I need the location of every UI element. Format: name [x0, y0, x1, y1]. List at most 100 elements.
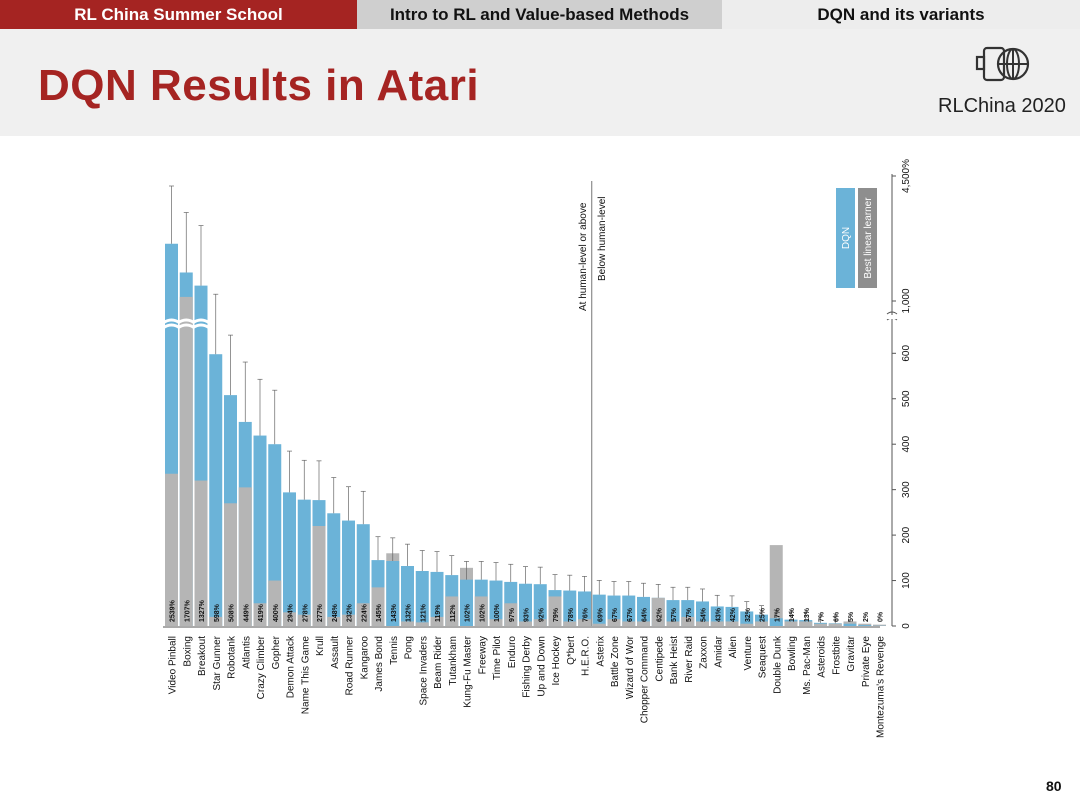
linear-bar [474, 596, 488, 626]
linear-bar [843, 621, 857, 626]
value-label: 232% [347, 603, 354, 622]
linear-bar [327, 616, 341, 626]
value-label: 2% [863, 611, 870, 622]
category-label: Ice Hockey [551, 636, 562, 685]
value-label: 112% [450, 604, 457, 622]
value-label: 78% [568, 607, 575, 622]
linear-bar [445, 596, 459, 626]
dqn-bar [622, 595, 636, 626]
category-label: Assault [330, 636, 341, 669]
category-label: Pong [404, 636, 415, 659]
category-label: James Bond [374, 636, 385, 692]
category-label: Kangaroo [359, 636, 370, 680]
y-tick-label: 500 [901, 390, 912, 407]
category-label: Montezuma's Revenge [876, 636, 887, 738]
dqn-bar [769, 618, 783, 626]
dqn-bar [725, 606, 739, 626]
value-label: 277% [317, 603, 324, 622]
dqn-bar [297, 499, 311, 626]
category-label: Gopher [271, 635, 282, 669]
linear-bar [769, 545, 783, 626]
slide-header: DQN Results in Atari RLChina 2020 [0, 29, 1080, 136]
category-label: Q*bert [566, 636, 577, 665]
dqn-bar [858, 625, 872, 626]
nav-tab-summer-school[interactable]: RL China Summer School [0, 0, 357, 29]
category-label: H.E.R.O. [581, 636, 592, 676]
dqn-bar [209, 354, 223, 626]
category-label: Wizard of Wor [625, 635, 636, 699]
value-label: 143% [391, 603, 398, 622]
value-label: 102% [465, 603, 472, 622]
dqn-bar [843, 623, 857, 626]
category-label: Breakout [197, 636, 208, 676]
category-label: Battle Zone [610, 636, 621, 688]
category-label: Kung-Fu Master [463, 635, 474, 707]
category-label: Gravitar [846, 635, 857, 671]
linear-bar [297, 614, 311, 626]
category-label: Tennis [389, 636, 400, 665]
dqn-bar [342, 520, 355, 626]
linear-bar [563, 621, 577, 626]
y-tick-label: 4,500% [901, 159, 912, 193]
category-label: Tutankham [448, 636, 459, 686]
linear-bar [519, 621, 532, 626]
rlchina-logo-icon [975, 46, 1030, 82]
category-label: Asteroids [817, 636, 828, 678]
value-label: 278% [302, 603, 309, 622]
dqn-bar [592, 594, 606, 626]
category-label: Time Pilot [492, 636, 503, 680]
value-label: 508% [229, 603, 236, 622]
linear-bar [592, 623, 606, 626]
category-label: Name This Game [300, 636, 311, 715]
value-label: 121% [420, 603, 427, 622]
dqn-bar [666, 600, 680, 626]
dqn-atari-bar-chart: 2539% Video Pinball 1707% Boxing 1327% Breako… [162, 159, 912, 738]
linear-bar [799, 621, 813, 626]
value-label: 13% [804, 607, 811, 622]
linear-bar [548, 596, 562, 626]
linear-bar [342, 614, 355, 626]
linear-bar [312, 526, 326, 626]
value-label: 6% [833, 611, 840, 622]
nav-tab-dqn-variants[interactable]: DQN and its variants [722, 0, 1080, 29]
linear-bar [725, 621, 739, 626]
value-label: 100% [494, 603, 501, 622]
value-label: 598% [214, 603, 221, 622]
linear-bar [696, 621, 709, 626]
dqn-bar [710, 606, 724, 626]
linear-bar [622, 621, 636, 626]
category-label: Crazy Climber [256, 635, 267, 699]
bars-layer [162, 181, 886, 626]
value-label: 419% [258, 603, 265, 622]
dqn-bar [637, 596, 650, 626]
value-label: 67% [627, 607, 634, 622]
category-label: Freeway [477, 636, 488, 674]
value-label: 57% [671, 607, 678, 622]
linear-bar [356, 603, 370, 626]
linear-bar [828, 623, 842, 626]
value-label: 76% [583, 607, 590, 622]
linear-bar [224, 503, 237, 626]
dqn-bar [283, 492, 296, 626]
category-label: Road Runner [345, 635, 356, 695]
y-tick-label: 100 [901, 572, 912, 589]
linear-bar [238, 487, 252, 626]
category-label: Video Pinball [168, 636, 179, 694]
linear-bar [533, 619, 547, 626]
legend-swatch-dqn [836, 188, 855, 288]
value-axis: 0 100 200 300 400 500 600 1,000 4,500% [163, 159, 912, 629]
category-label: Bank Heist [669, 636, 680, 685]
y-tick-label: 400 [901, 435, 912, 452]
value-label: 32% [745, 607, 752, 622]
value-label: 1327% [199, 599, 206, 622]
linear-bar [666, 621, 680, 626]
y-tick-label: 1,000 [901, 288, 912, 313]
value-label: 57% [686, 607, 693, 622]
nav-tab-intro-rl[interactable]: Intro to RL and Value-based Methods [357, 0, 722, 29]
linear-bar [401, 621, 414, 626]
value-label: 0% [878, 611, 885, 622]
value-label: 1707% [184, 599, 191, 622]
labels-layer: 2539% Video Pinball 1707% Boxing 1327% Breako… [168, 197, 887, 738]
category-label: Boxing [182, 636, 193, 667]
linear-bar [755, 621, 768, 626]
